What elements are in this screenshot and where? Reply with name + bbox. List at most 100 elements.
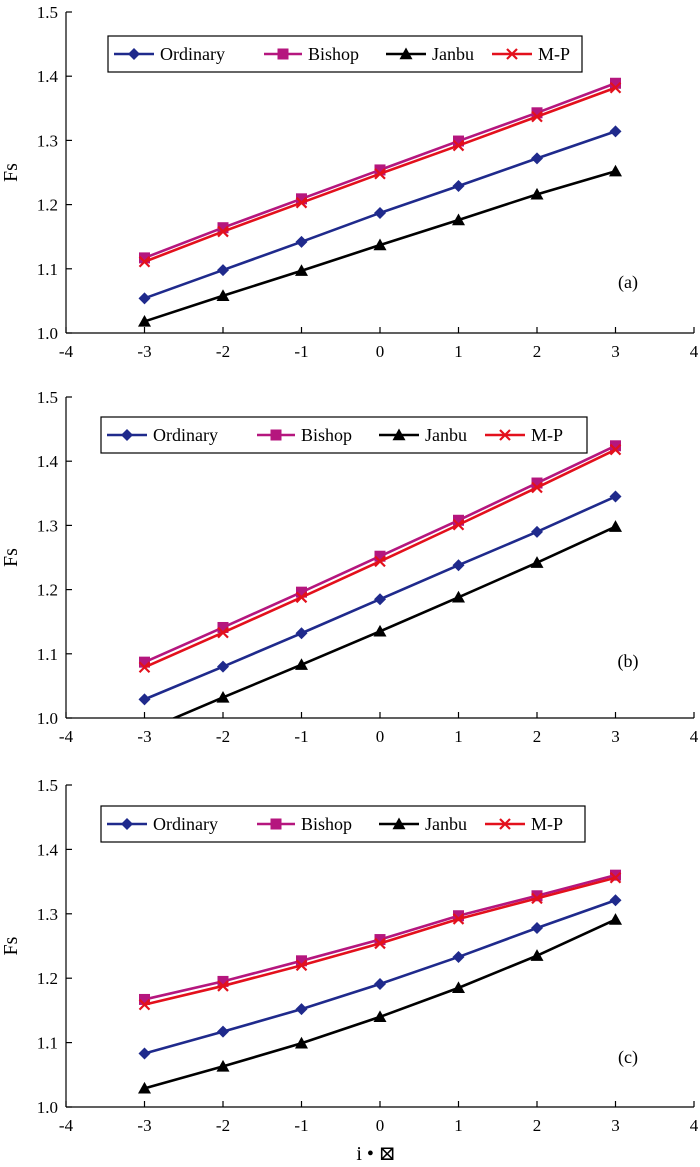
data-point-janbu [609,164,622,177]
y-tick-label: 1.1 [37,645,58,664]
data-point-ordinary [138,1047,151,1060]
y-tick-label: 1.1 [37,260,58,279]
data-point-m-p [374,168,386,180]
y-tick-label: 1.5 [37,776,58,795]
data-point-m-p [609,81,622,94]
data-point-m-p [217,980,229,992]
legend-marker-ordinary [128,48,140,60]
data-point-ordinary [609,894,622,907]
legend-marker-bishop [270,818,282,830]
legend-label-ordinary: Ordinary [153,814,218,834]
data-point-ordinary [217,660,229,673]
x-tick-label: 1 [454,342,463,361]
data-point-ordinary [452,559,465,572]
data-point-bishop [374,164,386,176]
x-tick-label: -1 [294,1116,308,1135]
legend-marker-m-p [499,818,511,830]
x-tick-label: -3 [137,1116,151,1135]
legend-label-bishop: Bishop [301,814,352,834]
data-point-ordinary [531,921,543,934]
legend-marker-m-p [506,48,518,60]
legend-label-ordinary: Ordinary [160,44,225,64]
x-tick-label: 0 [376,727,385,746]
data-point-janbu [216,289,230,301]
data-point-m-p [609,871,622,884]
data-point-ordinary [217,1025,229,1038]
series-line-ordinary [144,899,616,1055]
data-point-bishop [139,252,150,264]
data-point-m-p [452,139,465,152]
data-point-bishop [217,222,229,234]
y-tick-label: 1.4 [37,67,59,86]
y-tick-label: 1.1 [37,1034,58,1053]
data-point-ordinary [531,525,543,538]
y-tick-label: 1.0 [37,1098,58,1117]
data-point-janbu [530,949,544,961]
data-point-bishop [453,514,464,526]
data-point-ordinary [609,125,622,138]
x-tick-label: 0 [376,342,385,361]
data-point-m-p [531,892,543,905]
legend-marker-m-p [499,429,511,441]
data-point-ordinary [374,593,386,606]
legend-label-m-p: M-P [531,814,563,834]
data-point-m-p [295,591,308,604]
x-tick-label: -4 [59,727,74,746]
data-point-m-p [531,110,543,123]
data-point-janbu [452,981,465,994]
x-tick-label: 2 [533,1116,542,1135]
panel-label: (a) [618,272,638,293]
data-point-bishop [453,910,464,922]
x-tick-label: -1 [294,342,308,361]
legend-marker-ordinary [121,818,133,830]
data-point-janbu [295,1036,308,1049]
y-tick-label: 1.4 [37,840,59,859]
data-point-janbu [138,314,151,327]
y-tick-label: 1.0 [37,324,58,343]
x-tick-label: -2 [216,1116,230,1135]
y-tick-label: 1.2 [37,969,58,988]
data-point-janbu [609,520,622,532]
data-point-bishop [217,621,229,633]
series-group [138,869,622,1094]
data-point-ordinary [295,235,308,248]
x-tick-label: -4 [59,1116,74,1135]
y-tick-label: 1.2 [37,196,58,215]
legend-marker-bishop [270,429,282,441]
panel-label: (c) [618,1047,638,1068]
x-tick-label: 3 [611,727,620,746]
data-point-bishop [296,955,307,967]
x-tick-label: 1 [454,727,463,746]
x-tick-label: 4 [690,342,699,361]
x-tick-label: 3 [611,342,620,361]
data-point-bishop [531,890,543,902]
data-point-janbu [216,1059,230,1072]
data-point-m-p [295,959,308,972]
data-point-m-p [138,661,151,674]
y-tick-label: 1.0 [37,709,58,728]
y-tick-label: 1.2 [37,581,58,600]
data-point-ordinary [295,627,308,640]
data-point-m-p [217,225,229,238]
data-point-janbu [530,556,544,568]
y-axis-title: Fs [0,163,22,182]
data-point-janbu [609,913,622,925]
data-point-bishop [531,477,543,489]
data-point-bishop [610,77,621,89]
data-point-m-p [452,518,465,531]
data-point-janbu [216,690,230,703]
x-tick-label: 4 [690,727,699,746]
legend-label-janbu: Janbu [425,425,467,445]
y-tick-label: 1.3 [37,516,58,535]
legend-marker-janbu [392,817,406,830]
x-tick-label: 2 [533,727,542,746]
data-point-ordinary [138,292,151,305]
data-point-bishop [453,135,464,147]
y-axis-title: Fs [0,936,22,955]
data-point-m-p [452,913,465,925]
data-point-ordinary [609,490,622,503]
series-group [138,77,622,327]
data-point-ordinary [452,179,465,192]
x-tick-label: -1 [294,727,308,746]
